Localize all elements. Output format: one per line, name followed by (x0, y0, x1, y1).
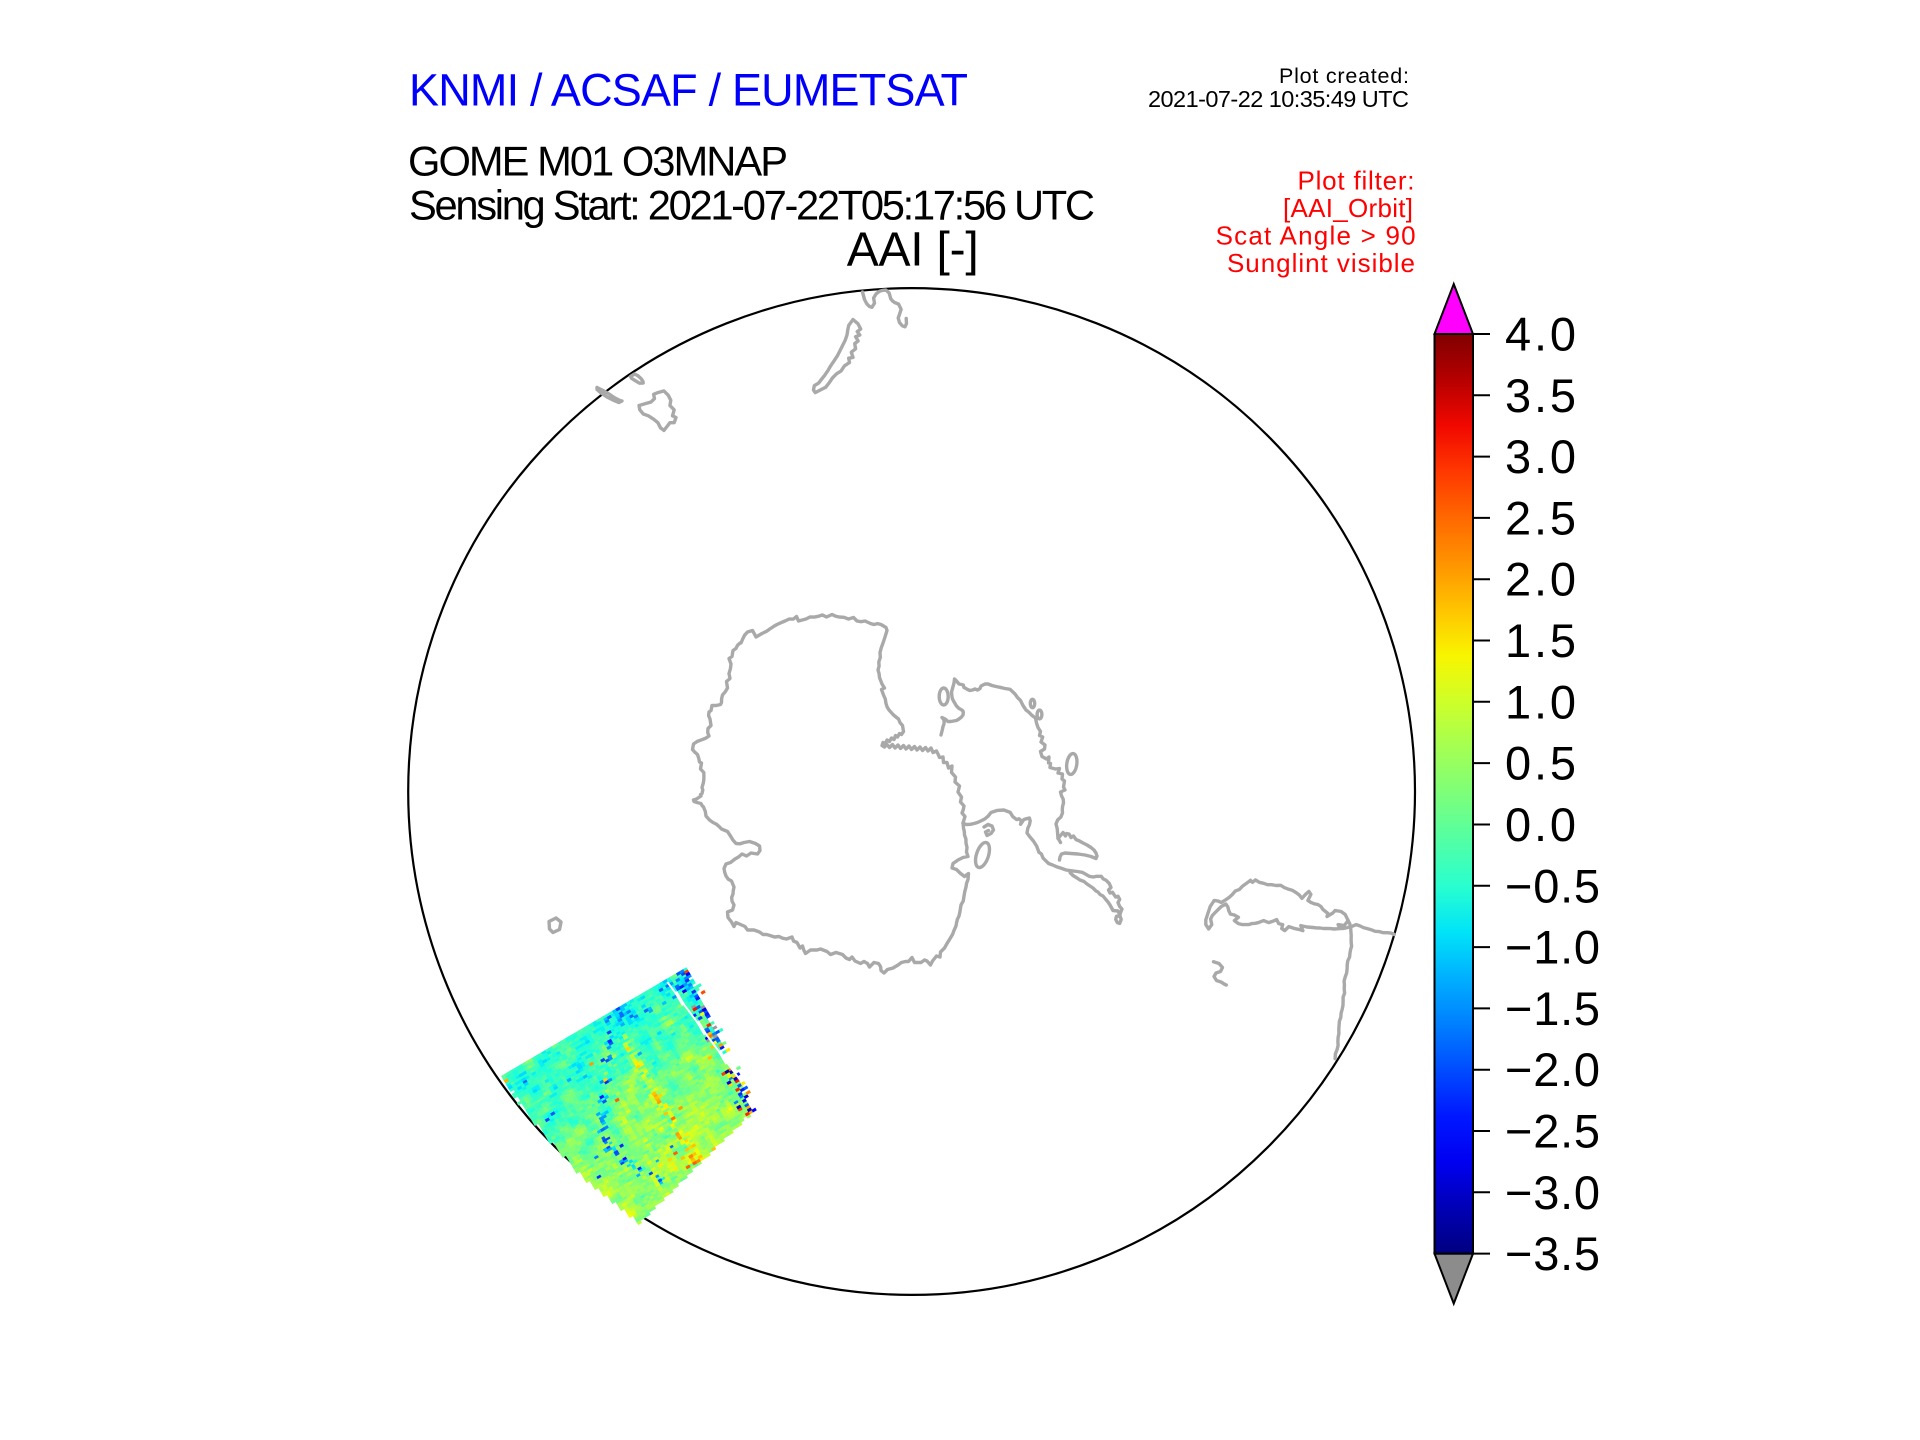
svg-text:1.5: 1.5 (1505, 614, 1576, 667)
svg-text:2.5: 2.5 (1505, 491, 1576, 544)
svg-text:0.5: 0.5 (1505, 737, 1576, 790)
svg-text:Sensing Start: 2021-07-22T05:1: Sensing Start: 2021-07-22T05:17:56 UTC (409, 181, 1095, 228)
svg-text:Plot created:: Plot created: (1279, 64, 1409, 88)
svg-text:2021-07-22 10:35:49 UTC: 2021-07-22 10:35:49 UTC (1148, 86, 1409, 112)
svg-text:Sunglint visible: Sunglint visible (1227, 248, 1415, 278)
svg-text:−1.0: −1.0 (1505, 921, 1600, 974)
svg-text:−2.0: −2.0 (1505, 1043, 1600, 1096)
svg-text:3.5: 3.5 (1505, 369, 1576, 422)
svg-text:−3.5: −3.5 (1505, 1227, 1600, 1280)
svg-text:−2.5: −2.5 (1505, 1105, 1600, 1158)
svg-text:2.0: 2.0 (1505, 553, 1576, 606)
svg-text:Plot filter:: Plot filter: (1298, 166, 1415, 196)
svg-text:−0.5: −0.5 (1505, 859, 1600, 912)
svg-text:0.0: 0.0 (1505, 798, 1576, 851)
svg-text:GOME M01 O3MNAP: GOME M01 O3MNAP (408, 138, 788, 185)
svg-text:[AAI_Orbit]: [AAI_Orbit] (1283, 193, 1413, 223)
svg-text:3.0: 3.0 (1505, 430, 1576, 483)
svg-text:AAI [-]: AAI [-] (847, 224, 979, 277)
svg-text:KNMI / ACSAF / EUMETSAT: KNMI / ACSAF / EUMETSAT (409, 64, 968, 115)
svg-text:1.0: 1.0 (1505, 675, 1576, 728)
svg-text:Scat Angle > 90: Scat Angle > 90 (1216, 221, 1416, 251)
svg-text:−1.5: −1.5 (1505, 982, 1600, 1035)
svg-text:−3.0: −3.0 (1505, 1166, 1600, 1219)
svg-text:4.0: 4.0 (1505, 308, 1576, 361)
